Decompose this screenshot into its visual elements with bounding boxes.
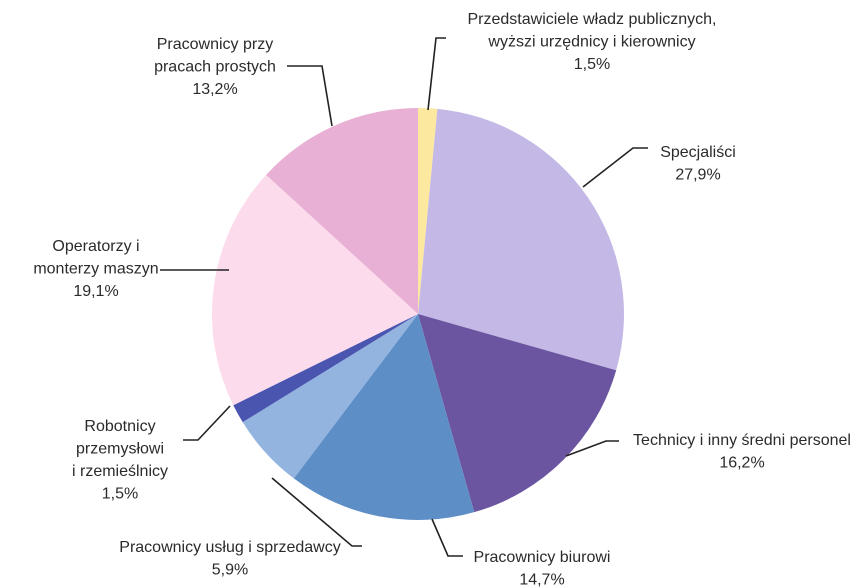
leader-line — [183, 405, 231, 441]
leader-line — [271, 477, 362, 547]
leader-line — [565, 440, 619, 457]
slice-label: Pracownicy usług i sprzedawcy — [119, 539, 340, 556]
slice-label: pracach prostych — [154, 59, 276, 76]
value-label: 5,9% — [212, 562, 248, 579]
leader-line — [582, 147, 648, 188]
slice-label: Pracownicy przy — [157, 36, 273, 53]
value-label: 14,7% — [519, 572, 564, 588]
pie-slice — [293, 314, 475, 520]
leader-line — [427, 37, 446, 111]
value-label: 1,5% — [102, 486, 138, 503]
slice-label: monterzy maszyn — [33, 261, 158, 278]
pie-slice — [418, 108, 438, 314]
value-label: 16,2% — [719, 455, 764, 472]
pie-slice — [418, 108, 624, 371]
slice-label: Technicy i inny średni personel — [633, 432, 851, 449]
slice-label: Robotnicy — [84, 418, 155, 435]
slice-label: Specjaliści — [660, 144, 736, 161]
leader-line — [287, 65, 333, 127]
value-label: 27,9% — [675, 167, 720, 184]
slice-label: Przedstawiciele władz publicznych, — [468, 11, 717, 28]
pie-slice — [233, 314, 418, 423]
leader-line — [431, 518, 463, 557]
slice-label: wyższi urzędnicy i kierownicy — [487, 34, 695, 51]
value-label: 19,1% — [73, 283, 118, 300]
slice-label: przemysłowi — [76, 441, 164, 458]
pie-slice — [242, 314, 418, 479]
value-label: 1,5% — [574, 56, 610, 73]
pie-slice — [418, 314, 617, 513]
pie-slice — [266, 108, 418, 314]
slice-label: Pracownicy biurowi — [474, 549, 611, 566]
pie-slice — [211, 174, 418, 406]
value-label: 13,2% — [192, 81, 237, 98]
slice-label: i rzemieślnicy — [72, 463, 168, 480]
slice-label: Operatorzy i — [52, 238, 139, 255]
